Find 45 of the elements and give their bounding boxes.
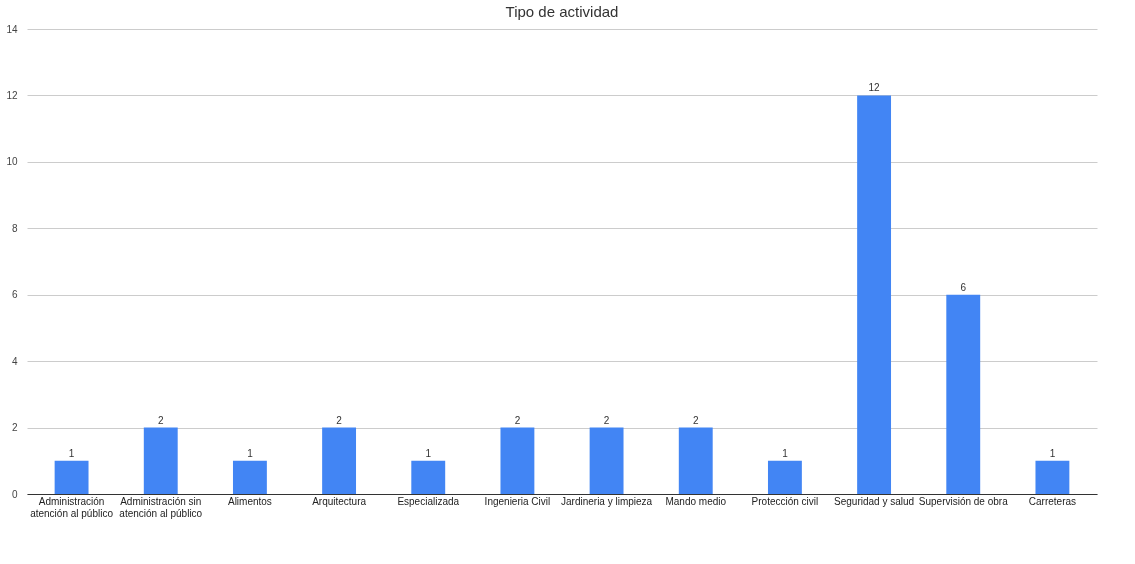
data-label: 2 (514, 414, 521, 426)
data-label: 2 (336, 414, 343, 426)
x-tick-label: Administración atención al público (30, 495, 114, 519)
data-label: 1 (782, 447, 789, 459)
bar (857, 95, 892, 494)
y-tick-label: 10 (6, 156, 18, 168)
bar (500, 427, 535, 494)
data-label: 2 (603, 414, 610, 426)
bar (946, 294, 981, 494)
y-tick-label: 0 (11, 488, 18, 500)
bar (589, 427, 624, 494)
data-label: 2 (692, 414, 699, 426)
data-label: 1 (247, 447, 254, 459)
x-tick-label: Arquitectura (312, 495, 367, 507)
bar (411, 460, 446, 494)
x-tick-label: Jardineria y limpieza (561, 495, 653, 507)
x-tick-label: Alimentos (227, 495, 272, 507)
y-tick-label: 8 (11, 222, 18, 234)
x-tick-label: Protección civil (751, 495, 819, 507)
data-label: 1 (68, 447, 75, 459)
chart-title: Tipo de actividad (505, 3, 619, 20)
bar (322, 427, 357, 494)
y-tick-label: 14 (6, 23, 18, 35)
data-label: 1 (1049, 447, 1056, 459)
x-tick-label: Administración sin atención al público (119, 495, 203, 519)
bar (767, 460, 802, 494)
bar (143, 427, 178, 494)
x-tick-label: Carreteras (1028, 495, 1077, 507)
bar (54, 460, 89, 494)
y-tick-label: 4 (11, 355, 18, 367)
x-tick-label: Seguridad y salud (834, 495, 915, 507)
bar (678, 427, 713, 494)
data-label: 6 (960, 281, 967, 293)
data-label: 2 (157, 414, 164, 426)
y-tick-label: 2 (11, 422, 18, 434)
bar (1035, 460, 1070, 494)
y-tick-label: 6 (11, 289, 18, 301)
data-label: 1 (425, 447, 432, 459)
data-label: 12 (868, 82, 881, 94)
bar (232, 460, 267, 494)
x-tick-label: Ingenieria Civil (484, 495, 551, 507)
x-tick-label: Especializada (397, 495, 460, 507)
y-tick-label: 12 (6, 89, 18, 101)
x-tick-label: Supervisión de obra (918, 495, 1009, 507)
x-tick-label: Mando medio (665, 495, 727, 507)
